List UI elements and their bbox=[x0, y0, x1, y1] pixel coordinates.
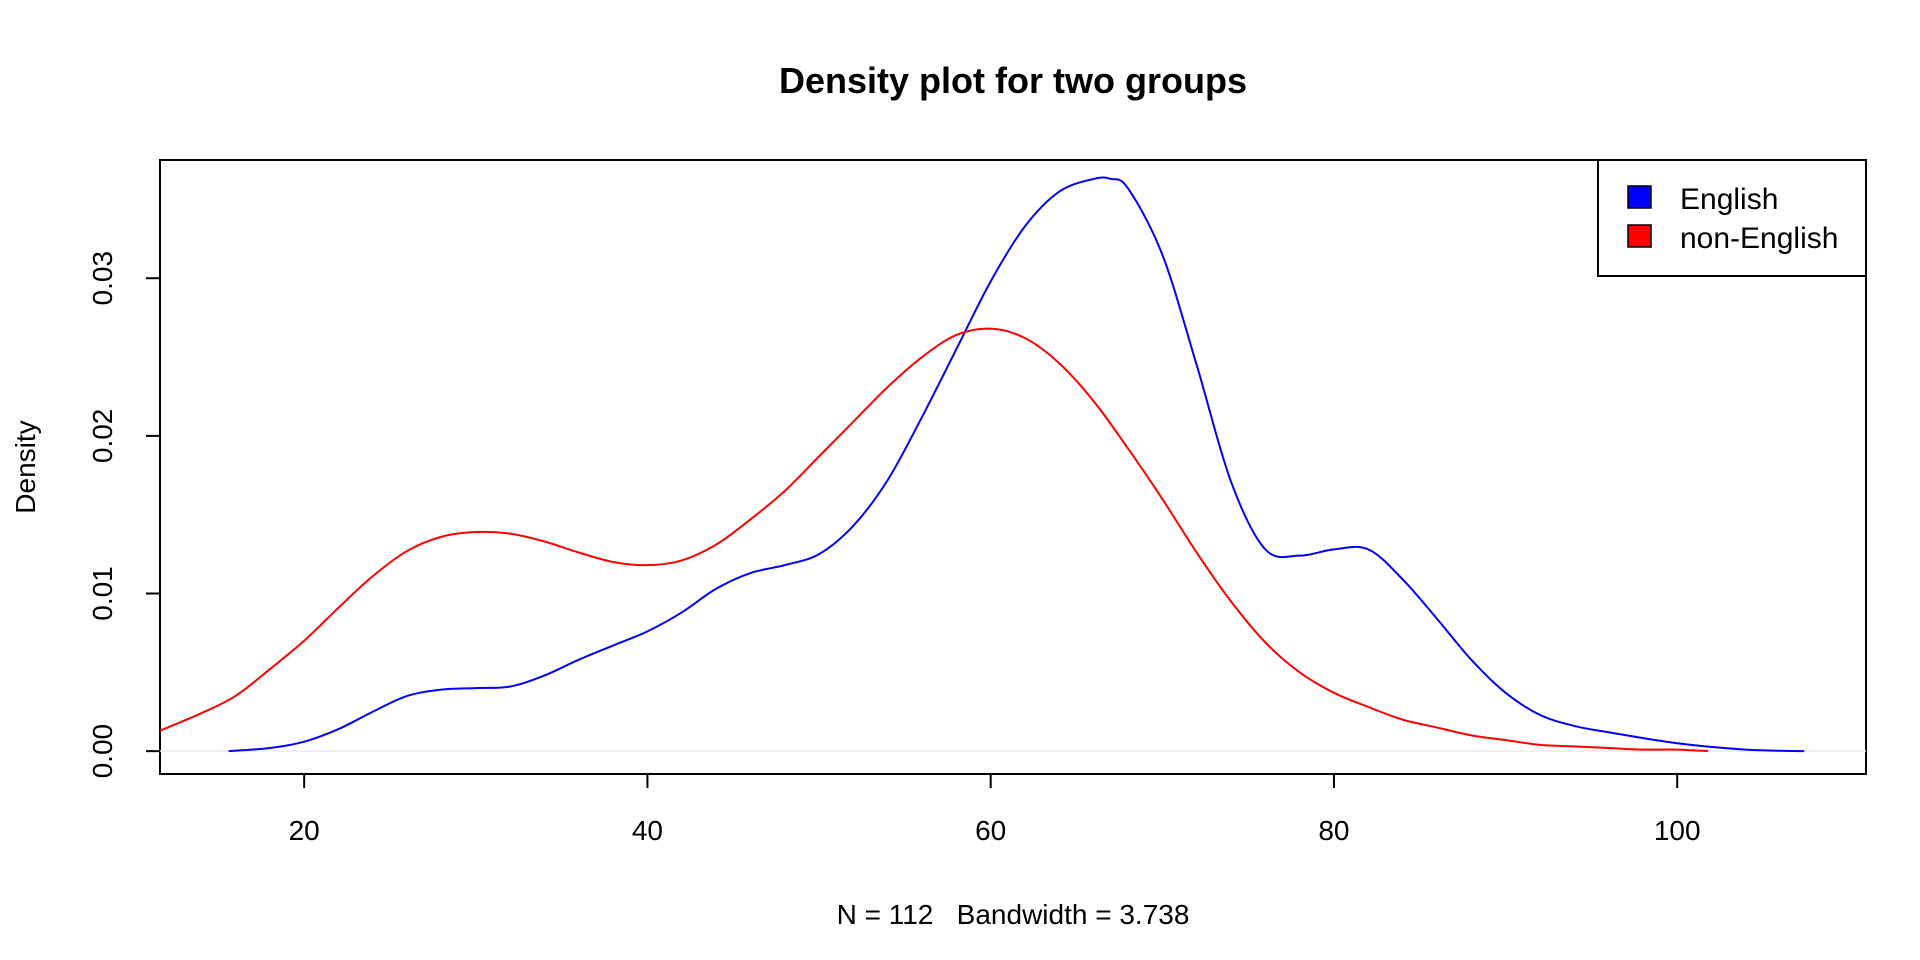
y-axis: 0.00 0.01 0.02 0.03 bbox=[87, 251, 160, 778]
series-layer bbox=[159, 176, 1805, 753]
x-axis: 20 40 60 80 100 bbox=[289, 774, 1701, 846]
y-tick-label: 0.02 bbox=[87, 409, 118, 464]
x-tick-label: 40 bbox=[632, 815, 663, 846]
legend-swatch-non-english bbox=[1627, 224, 1652, 248]
plot-frame bbox=[159, 159, 1867, 775]
legend-box bbox=[1597, 159, 1867, 277]
y-tick-label: 0.01 bbox=[87, 566, 118, 621]
y-tick-label: 0.00 bbox=[87, 724, 118, 779]
y-axis-label: Density bbox=[10, 420, 41, 513]
y-tick-label: 0.03 bbox=[87, 251, 118, 306]
x-tick-label: 80 bbox=[1318, 815, 1349, 846]
chart-title: Density plot for two groups bbox=[779, 60, 1247, 101]
legend-label-non-english: non-English bbox=[1680, 222, 1838, 255]
x-tick-label: 60 bbox=[975, 815, 1006, 846]
legend-swatch-english bbox=[1627, 185, 1652, 209]
series-line-non-english bbox=[159, 327, 1709, 753]
legend-label-english: English bbox=[1680, 183, 1778, 216]
x-tick-label: 20 bbox=[289, 815, 320, 846]
x-axis-label: N = 112 Bandwidth = 3.738 bbox=[837, 899, 1190, 930]
series-line-english bbox=[228, 176, 1805, 753]
legend: English non-English bbox=[1597, 159, 1867, 277]
x-tick-label: 100 bbox=[1654, 815, 1701, 846]
